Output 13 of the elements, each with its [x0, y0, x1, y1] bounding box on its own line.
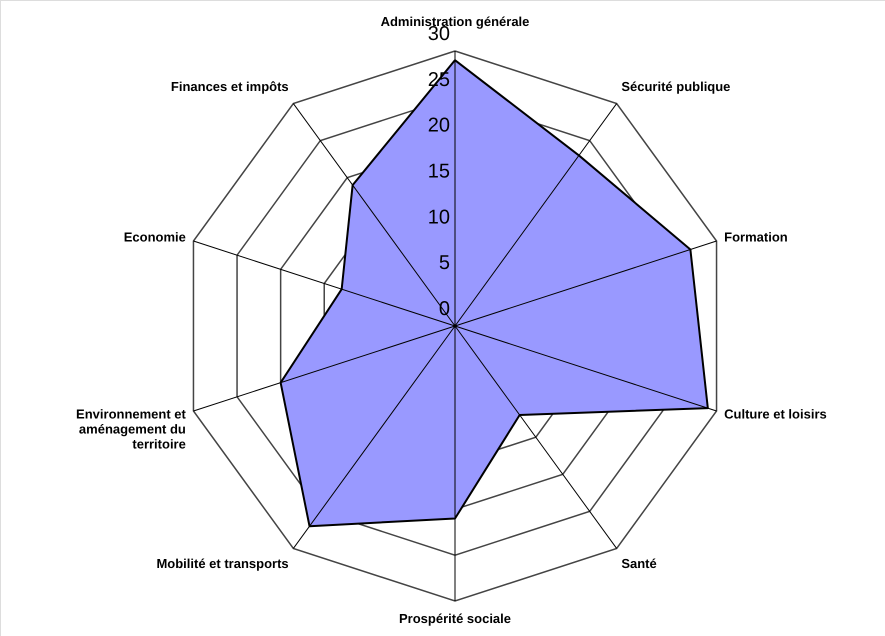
spoke-label: Mobilité et transports [156, 556, 289, 572]
spoke-label: Economie [124, 229, 186, 244]
y-tick-label: 10 [428, 206, 450, 228]
spoke-label: Santé [621, 556, 657, 572]
spoke-label: Finances et impôts [170, 78, 289, 94]
y-tick-label: 20 [428, 114, 450, 137]
spoke-label: Culture et loisirs [724, 406, 827, 422]
y-tick-label: 15 [428, 160, 450, 182]
spoke-label: Prospérité sociale [399, 611, 511, 626]
spoke-label: Environnement et aménagement du territoire [76, 406, 187, 452]
spoke-label: Formation [724, 229, 788, 244]
spoke-label: Sécurité publique [621, 78, 730, 94]
y-tick-label: 5 [438, 252, 450, 274]
